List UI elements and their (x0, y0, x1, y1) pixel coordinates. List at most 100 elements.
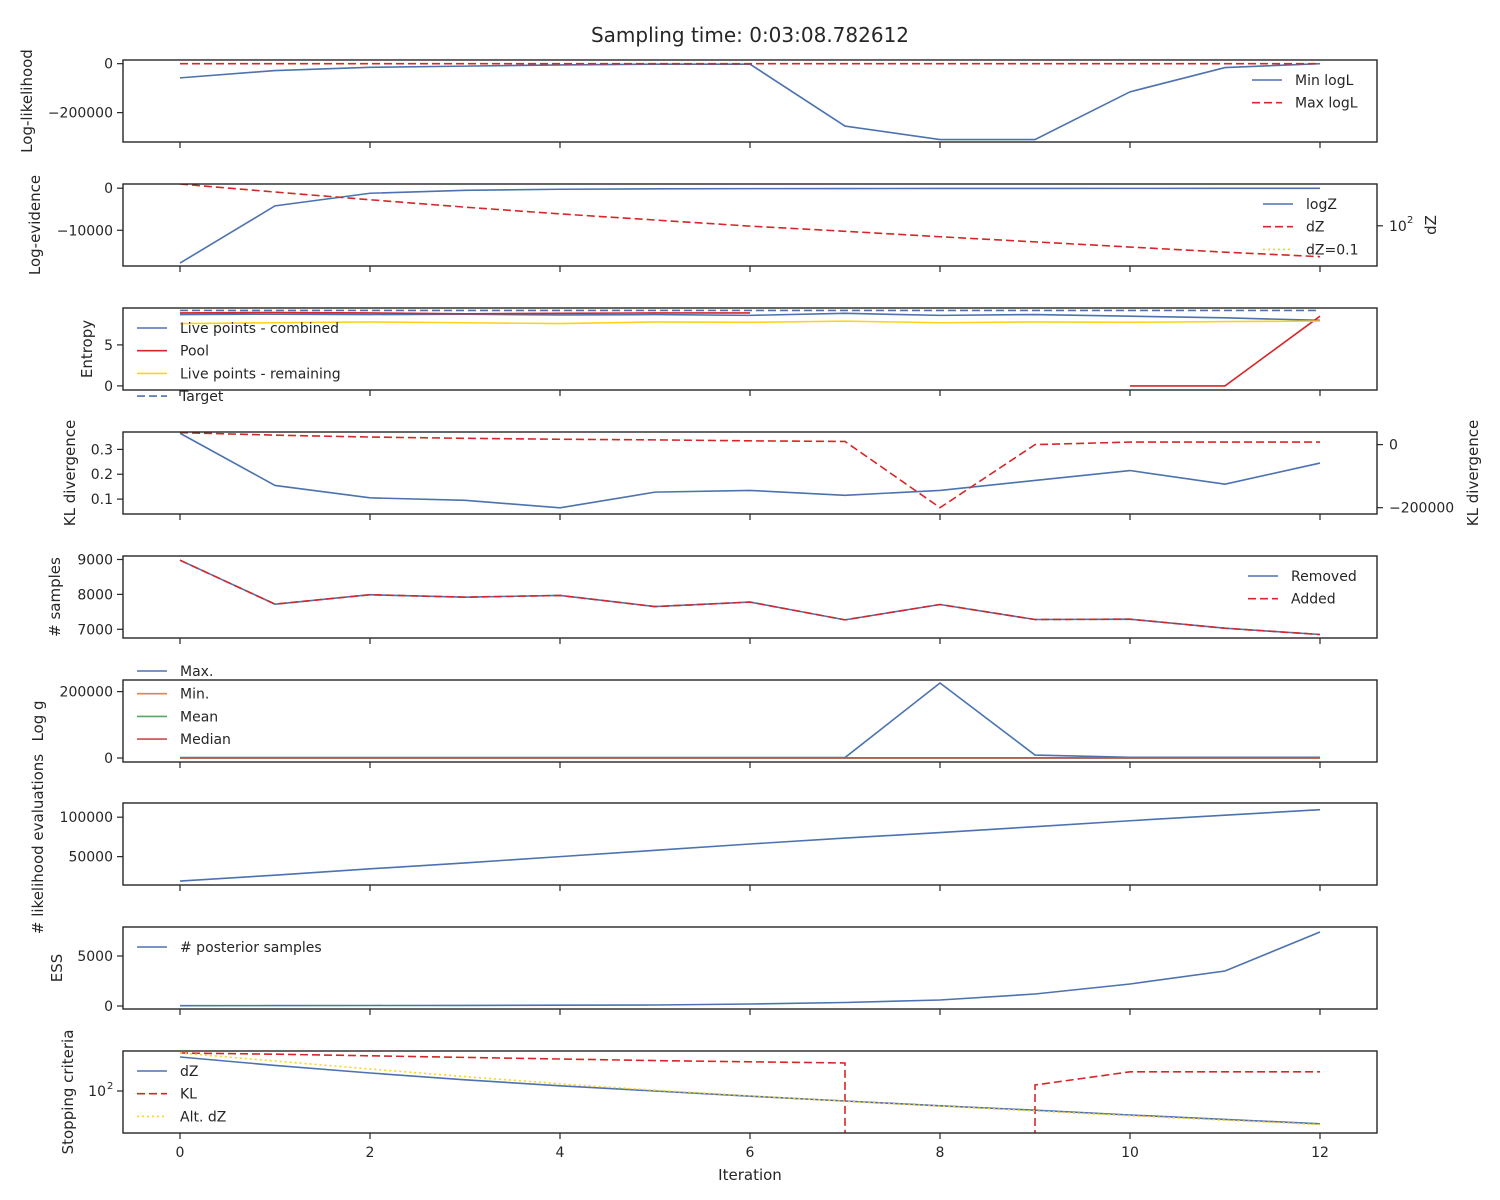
legend-added-label: Added (1291, 592, 1336, 608)
x-tick-label: 6 (746, 1145, 755, 1161)
x-tick-label: 0 (176, 1145, 185, 1161)
y-axis-label: Entropy (78, 320, 96, 378)
series-live-points-remaining-line (179, 320, 1321, 325)
x-tick-label: 4 (556, 1145, 565, 1161)
series-group (179, 62, 1321, 141)
y-tick-label: 200000 (60, 685, 113, 701)
y-tick-label: 0 (104, 57, 113, 73)
panel-frame (122, 679, 1378, 763)
y-tick-label: 0 (104, 181, 113, 197)
series-pool-line (179, 311, 1321, 387)
x-tick-label: 8 (936, 1145, 945, 1161)
legend-pool-label: Pool (180, 344, 209, 360)
y-axis-label: KL divergence (61, 420, 79, 526)
y-tick-label: 9000 (77, 552, 113, 568)
y-tick-label: 7000 (77, 622, 113, 638)
y-tick-label: 5 (104, 338, 113, 354)
y-tick-label: 0 (104, 379, 113, 395)
x-tick-label: 10 (1121, 1145, 1139, 1161)
series-max--line (180, 681, 1320, 759)
y-tick-label: 100000 (60, 810, 113, 826)
legend: Removed Added (1248, 569, 1357, 608)
series-group (179, 432, 1321, 509)
x-tick-label: 12 (1311, 1145, 1329, 1161)
y-tick-label: 10 (88, 1084, 106, 1100)
series-group (179, 184, 1321, 264)
chart-title: Sampling time: 0:03:08.782612 (591, 23, 909, 47)
series-min-logl-line (179, 62, 1321, 141)
legend-removed-label: Removed (1291, 569, 1357, 585)
legend-dz-0-1-label: dZ=0.1 (1306, 242, 1358, 258)
y-tick-label: 8000 (77, 587, 113, 603)
series-group (179, 309, 1321, 387)
panel-frame (122, 555, 1378, 639)
y-tick-label: −200000 (48, 106, 113, 122)
legend-live-points-combined-label: Live points - combined (180, 321, 339, 337)
y-axis-label: Log g (29, 700, 47, 741)
panel-kl: 0.1 0.2 0.3 0 −200000 KL divergence KL diverge… (61, 420, 1482, 526)
legend: Min logL Max logL (1252, 73, 1358, 112)
legend: Live points - combined Pool Live points - … (137, 321, 341, 405)
legend-dz-label: dZ (180, 1064, 198, 1080)
legend--posterior-samples-label: # posterior samples (180, 940, 322, 956)
series-alt-dz-line (179, 1052, 1321, 1126)
legend-max--label: Max. (180, 664, 213, 680)
y-tick-label: 0.1 (91, 492, 113, 508)
panel-ess: 0 5000 ESS # posterior samples (48, 926, 1378, 1015)
series-group (179, 1052, 1321, 1133)
legend-target-label: Target (179, 389, 224, 405)
series--posterior-samples-line (179, 931, 1321, 1007)
y-axis-label: # samples (46, 557, 64, 637)
y-axis-label: Log-likelihood (18, 49, 36, 153)
panel-frame (122, 183, 1378, 267)
y-tick-label: −10000 (57, 223, 113, 239)
panel-frame (122, 431, 1378, 515)
right-y-tick-label: −200000 (1389, 501, 1454, 517)
legend: # posterior samples (137, 940, 322, 956)
panel-frame (122, 59, 1378, 143)
panel-samples: 7000 8000 9000 # samples Removed Added (46, 552, 1378, 644)
legend-dz-label: dZ (1306, 220, 1324, 236)
panel-likelihood_evals: 50000 100000 # likelihood evaluations (29, 754, 1378, 934)
right-y-axis-label: KL divergence (1464, 420, 1482, 526)
series-group (179, 808, 1321, 882)
legend-min-logl-label: Min logL (1295, 73, 1354, 89)
legend: logZ dZ dZ=0.1 (1263, 197, 1358, 258)
series-kl-line (179, 432, 1321, 509)
legend-max-logl-label: Max logL (1295, 96, 1358, 112)
x-axis-label: Iteration (718, 1166, 782, 1184)
legend-logz-label: logZ (1306, 197, 1337, 213)
legend-min--label: Min. (180, 687, 209, 703)
series--likelihood-evaluations-line (179, 808, 1321, 882)
y-axis-label: Log-evidence (26, 175, 44, 275)
legend-mean-label: Mean (180, 709, 218, 725)
series-group (179, 931, 1321, 1007)
right-y-tick-exponent: 2 (1407, 215, 1413, 226)
y-tick-label: 0.2 (91, 467, 113, 483)
panel-logg: 0 200000 Log g Max. Min. Mean Median (29, 664, 1378, 768)
y-tick-label: 50000 (68, 850, 113, 866)
series-live-points-combined-line (179, 312, 1321, 322)
y-tick-exponent: 2 (107, 1081, 113, 1092)
subplots: 0 −200000 Log-likelihood Min logL Max logL 0 −… (18, 49, 1482, 1161)
series-kl-line (179, 1052, 1320, 1133)
right-y-axis-label: dZ (1422, 215, 1440, 235)
y-tick-label: 0.3 (91, 442, 113, 458)
series-added-line (179, 559, 1321, 636)
right-y-tick-label: 10 (1389, 219, 1407, 235)
legend-live-points-remaining-label: Live points - remaining (180, 366, 341, 382)
x-tick-label: 2 (366, 1145, 375, 1161)
y-tick-label: 5000 (77, 949, 113, 965)
y-axis-label: ESS (48, 954, 66, 983)
legend: dZ KL Alt. dZ (137, 1064, 226, 1125)
y-axis-label: # likelihood evaluations (29, 754, 47, 934)
series-kl-right-axis--line (179, 432, 1320, 509)
series-logz-line (179, 187, 1321, 264)
right-y-tick-label: 0 (1389, 438, 1398, 454)
y-axis-label: Stopping criteria (59, 1030, 77, 1155)
legend-alt-dz-label: Alt. dZ (180, 1109, 226, 1125)
legend: Max. Min. Mean Median (137, 664, 231, 748)
